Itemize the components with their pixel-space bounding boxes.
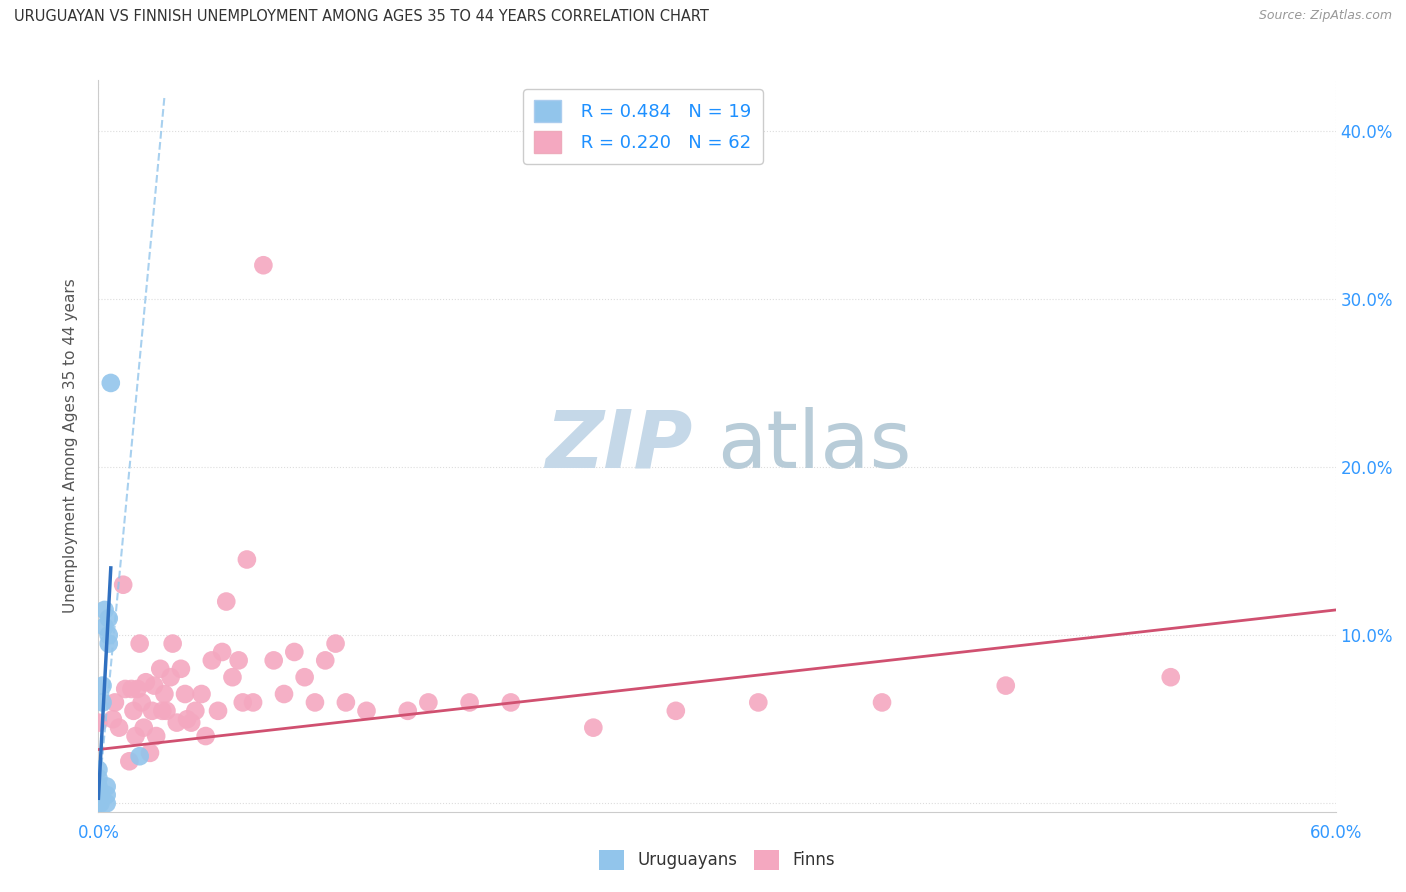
Point	[499, 695, 522, 709]
Point	[100, 376, 122, 390]
Point	[93, 603, 115, 617]
Legend: Uruguayans, Finns: Uruguayans, Finns	[592, 843, 842, 877]
Point	[112, 578, 135, 592]
Point	[418, 695, 440, 709]
Point	[124, 729, 146, 743]
Point	[665, 704, 688, 718]
Point	[150, 704, 173, 718]
Point	[166, 715, 188, 730]
Point	[128, 636, 150, 650]
Point	[396, 704, 419, 718]
Point	[236, 552, 259, 566]
Y-axis label: Unemployment Among Ages 35 to 44 years: Unemployment Among Ages 35 to 44 years	[63, 278, 77, 614]
Point	[139, 746, 162, 760]
Point	[458, 695, 481, 709]
Point	[143, 679, 166, 693]
Point	[141, 704, 163, 718]
Point	[104, 695, 127, 709]
Point	[273, 687, 295, 701]
Point	[97, 611, 120, 625]
Point	[215, 594, 238, 608]
Point	[207, 704, 229, 718]
Point	[232, 695, 254, 709]
Point	[87, 797, 110, 811]
Point	[211, 645, 233, 659]
Point	[242, 695, 264, 709]
Point	[994, 679, 1017, 693]
Point	[91, 695, 114, 709]
Point	[127, 681, 149, 696]
Point	[252, 258, 274, 272]
Point	[221, 670, 243, 684]
Point	[304, 695, 326, 709]
Point	[96, 797, 118, 811]
Point	[149, 662, 172, 676]
Point	[190, 687, 212, 701]
Point	[263, 653, 285, 667]
Text: Source: ZipAtlas.com: Source: ZipAtlas.com	[1258, 9, 1392, 22]
Point	[314, 653, 336, 667]
Point	[96, 780, 118, 794]
Point	[108, 721, 131, 735]
Point	[194, 729, 217, 743]
Point	[283, 645, 305, 659]
Point	[96, 788, 118, 802]
Point	[155, 704, 177, 718]
Text: ZIP: ZIP	[546, 407, 692, 485]
Point	[118, 754, 141, 768]
Point	[87, 788, 110, 802]
Point	[184, 704, 207, 718]
Point	[176, 712, 198, 726]
Text: URUGUAYAN VS FINNISH UNEMPLOYMENT AMONG AGES 35 TO 44 YEARS CORRELATION CHART: URUGUAYAN VS FINNISH UNEMPLOYMENT AMONG …	[14, 9, 709, 24]
Point	[132, 721, 155, 735]
Point	[135, 675, 157, 690]
Point	[870, 695, 893, 709]
Point	[356, 704, 378, 718]
Point	[89, 797, 111, 811]
Point	[153, 687, 176, 701]
Point	[87, 763, 110, 777]
Point	[180, 715, 202, 730]
Point	[114, 681, 136, 696]
Point	[294, 670, 316, 684]
Point	[120, 681, 142, 696]
Point	[91, 679, 114, 693]
Point	[122, 704, 145, 718]
Point	[97, 636, 120, 650]
Point	[1160, 670, 1182, 684]
Point	[97, 628, 120, 642]
Point	[128, 749, 150, 764]
Point	[159, 670, 181, 684]
Point	[145, 729, 167, 743]
Point	[582, 721, 605, 735]
Point	[335, 695, 357, 709]
Point	[747, 695, 769, 709]
Point	[87, 715, 110, 730]
Point	[325, 636, 347, 650]
Point	[93, 620, 115, 634]
Point	[101, 712, 124, 726]
Point	[131, 695, 153, 709]
Point	[201, 653, 224, 667]
Point	[170, 662, 193, 676]
Point	[174, 687, 197, 701]
Point	[87, 771, 110, 785]
Point	[87, 780, 110, 794]
Point	[228, 653, 250, 667]
Point	[162, 636, 184, 650]
Text: atlas: atlas	[717, 407, 911, 485]
Point	[89, 788, 111, 802]
